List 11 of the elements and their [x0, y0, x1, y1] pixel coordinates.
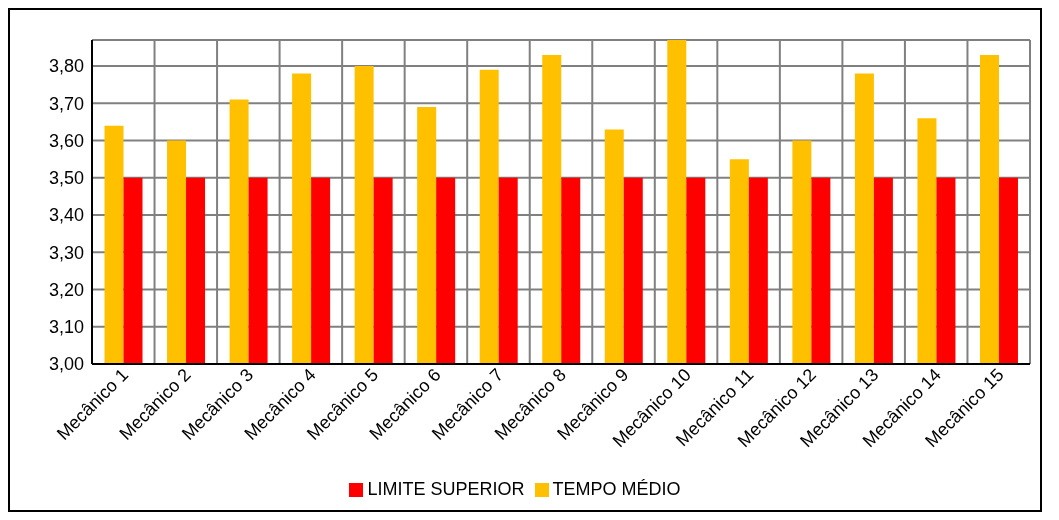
y-tick-label: 3,30 — [48, 242, 84, 263]
legend-label: TEMPO MÉDIO — [552, 479, 681, 499]
y-tick-label: 3,60 — [48, 130, 84, 151]
y-tick-label: 3,40 — [48, 205, 84, 226]
legend-label: LIMITE SUPERIOR — [367, 479, 525, 499]
y-tick-label: 3,50 — [48, 168, 84, 189]
y-tick-label: 3,80 — [48, 56, 84, 77]
y-tick-label: 3,10 — [48, 317, 84, 338]
y-tick-label: 3,20 — [48, 279, 84, 300]
y-tick-label: 3,00 — [48, 354, 84, 375]
y-tick-label: 3,70 — [48, 93, 84, 114]
